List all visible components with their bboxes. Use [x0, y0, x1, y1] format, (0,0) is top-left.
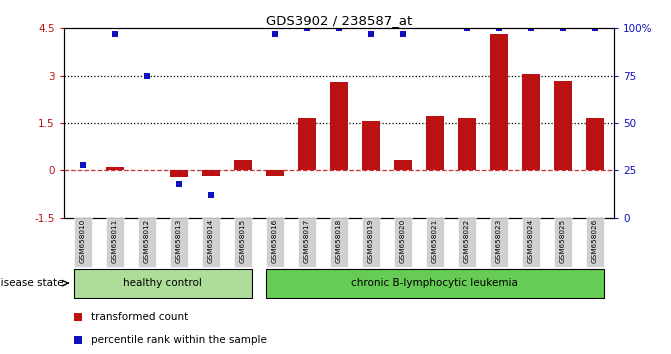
Text: GSM658017: GSM658017 — [304, 219, 310, 263]
Text: GSM658020: GSM658020 — [400, 219, 406, 263]
Bar — [362, 121, 380, 170]
Text: GSM658013: GSM658013 — [176, 219, 182, 263]
Text: GSM658015: GSM658015 — [240, 219, 246, 263]
Bar — [522, 74, 539, 170]
Text: GSM658018: GSM658018 — [336, 219, 342, 263]
Bar — [298, 218, 316, 267]
Bar — [362, 218, 380, 267]
Bar — [138, 218, 156, 267]
Bar — [425, 218, 444, 267]
Text: GSM658012: GSM658012 — [144, 219, 150, 263]
Text: GSM658025: GSM658025 — [560, 219, 566, 263]
Bar — [426, 116, 444, 170]
Bar — [266, 218, 284, 267]
Text: chronic B-lymphocytic leukemia: chronic B-lymphocytic leukemia — [352, 278, 518, 288]
Text: GSM658019: GSM658019 — [368, 219, 374, 263]
Text: transformed count: transformed count — [91, 312, 189, 322]
Bar — [202, 170, 219, 176]
Text: GSM658026: GSM658026 — [592, 219, 598, 263]
Bar — [394, 218, 412, 267]
Text: GSM658016: GSM658016 — [272, 219, 278, 263]
Text: GSM658011: GSM658011 — [112, 219, 118, 263]
Bar — [490, 34, 507, 170]
Bar — [586, 118, 604, 170]
Bar — [458, 118, 476, 170]
Bar — [554, 81, 572, 170]
Bar — [266, 269, 604, 297]
Bar — [74, 218, 92, 267]
Text: GSM658023: GSM658023 — [496, 219, 502, 263]
Bar — [298, 118, 315, 170]
Bar — [266, 170, 284, 176]
Bar — [170, 218, 188, 267]
Bar — [74, 269, 252, 297]
Text: healthy control: healthy control — [123, 278, 203, 288]
Bar — [106, 167, 123, 170]
Bar — [329, 218, 348, 267]
Bar — [554, 218, 572, 267]
Bar — [234, 160, 252, 170]
Text: GSM658022: GSM658022 — [464, 219, 470, 263]
Bar — [586, 218, 604, 267]
Title: GDS3902 / 238587_at: GDS3902 / 238587_at — [266, 14, 412, 27]
Text: GSM658014: GSM658014 — [208, 219, 214, 263]
Bar — [521, 218, 540, 267]
Text: GSM658010: GSM658010 — [80, 219, 86, 263]
Text: GSM658024: GSM658024 — [528, 219, 534, 263]
Bar — [490, 218, 508, 267]
Bar — [106, 218, 124, 267]
Bar — [234, 218, 252, 267]
Text: disease state: disease state — [0, 278, 63, 288]
Text: percentile rank within the sample: percentile rank within the sample — [91, 335, 267, 345]
Bar — [170, 170, 188, 177]
Text: GSM658021: GSM658021 — [432, 219, 437, 263]
Bar — [202, 218, 220, 267]
Bar — [330, 82, 348, 170]
Bar — [394, 160, 411, 170]
Bar — [458, 218, 476, 267]
